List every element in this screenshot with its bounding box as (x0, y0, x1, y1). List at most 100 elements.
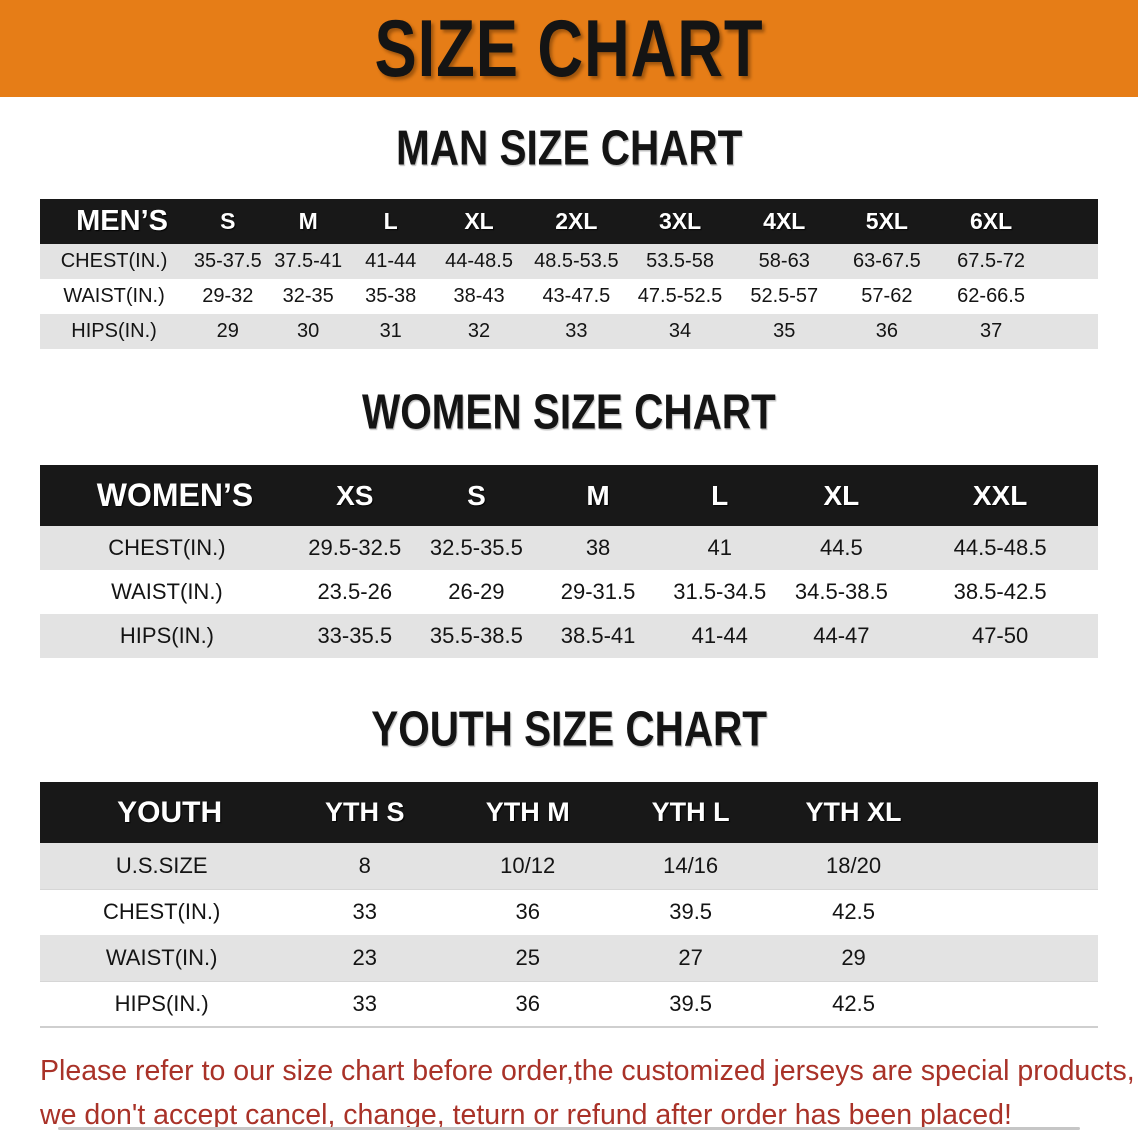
value-cell: 42.5 (772, 888, 936, 935)
banner-title: SIZE CHART (374, 3, 764, 94)
table-row: CHEST(IN.) 35-37.5 37.5-41 41-44 44-48.5… (40, 244, 1098, 279)
women-section-title: WOMEN SIZE CHART (362, 385, 776, 440)
table-row: CHEST(IN.) 29.5-32.5 32.5-35.5 38 41 44.… (40, 526, 1098, 570)
column-header-cell: XXL (972, 479, 1028, 511)
column-header-cell: 2XL (555, 208, 598, 234)
column-header-cell: S (467, 479, 486, 511)
value-cell: 32-35 (282, 285, 334, 307)
value-cell: 27 (678, 944, 703, 970)
column-header-cell: YTH M (485, 797, 570, 827)
bottom-divider (58, 1127, 1080, 1130)
row-label-cell: HIPS(IN.) (71, 320, 157, 342)
table-row: HIPS(IN.) 33 36 39.5 42.5 (40, 980, 1098, 1027)
row-spacer (935, 843, 1098, 889)
value-cell: 35-37.5 (193, 250, 262, 272)
row-spacer (1044, 244, 1098, 279)
value-cell: 23.5-26 (317, 579, 393, 604)
value-cell: 39.5 (609, 980, 773, 1027)
value-cell: 44-48.5 (445, 250, 513, 272)
table-row: WAIST(IN.) 29-32 32-35 35-38 38-43 43-47… (40, 279, 1098, 314)
value-cell: 41-44 (691, 623, 748, 648)
column-header-cell: 4XL (763, 208, 806, 234)
column-header-cell: M (586, 479, 610, 511)
value-cell: 29.5-32.5 (308, 535, 402, 560)
value-cell: 33 (283, 980, 447, 1027)
column-header-cell: YTH S (325, 797, 405, 827)
value-cell: 36 (446, 888, 610, 935)
note-line-2: we don't accept cancel, change, teturn o… (40, 1099, 1012, 1131)
value-cell: 38.5-42.5 (953, 579, 1047, 604)
value-cell: 44-47 (813, 623, 870, 648)
value-cell: 37 (979, 320, 1003, 342)
womens-size-table: WOMEN’S XS S M L XL XXL CHEST(IN.) 29.5-… (40, 465, 1098, 658)
table-row: WAIST(IN.) 23.5-26 26-29 29-31.5 31.5-34… (40, 570, 1098, 614)
value-cell: 62-66.5 (957, 285, 1025, 307)
value-cell: 8 (358, 852, 371, 878)
row-spacer (935, 935, 1098, 981)
header-spacer (1044, 199, 1098, 244)
value-cell: 29-31.5 (560, 579, 636, 604)
value-cell: 33 (565, 320, 588, 342)
value-cell: 32 (467, 320, 491, 342)
value-cell: 35 (773, 320, 796, 342)
table-row: WAIST(IN.) 23 25 27 29 (40, 935, 1098, 981)
value-cell: 35-38 (365, 285, 417, 307)
value-cell: 47.5-52.5 (637, 285, 723, 307)
value-cell: 38 (585, 535, 611, 560)
value-cell: 42.5 (772, 980, 936, 1027)
value-cell: 29 (841, 944, 866, 970)
table-row: U.S.SIZE 8 10/12 14/16 18/20 (40, 843, 1098, 889)
table-row: HIPS(IN.) 29 30 31 32 33 34 35 36 37 (40, 314, 1098, 349)
row-spacer (1044, 314, 1098, 349)
womens-group-label: WOMEN’S (96, 477, 254, 513)
value-cell: 63-67.5 (852, 250, 921, 272)
value-cell: 57-62 (861, 285, 913, 307)
row-label-cell: WAIST(IN.) (63, 285, 165, 307)
column-header-cell: YTH L (651, 797, 730, 827)
row-spacer (935, 980, 1098, 1027)
value-cell: 33-35.5 (317, 623, 393, 648)
value-cell: 38-43 (453, 285, 505, 307)
row-label-cell: CHEST(IN.) (60, 250, 168, 272)
column-header-cell: S (220, 208, 236, 234)
value-cell: 41-44 (365, 250, 417, 272)
value-cell: 44.5 (819, 535, 863, 560)
column-header-cell: L (711, 479, 729, 511)
column-header-cell: 3XL (658, 208, 702, 234)
column-header-cell: XL (464, 208, 494, 234)
value-cell: 31 (379, 320, 402, 342)
column-header-cell: L (383, 208, 398, 234)
value-cell: 33 (283, 888, 447, 935)
men-section-title: MAN SIZE CHART (395, 121, 743, 176)
womens-header-row: WOMEN’S XS S M L XL XXL (40, 465, 1098, 526)
row-label-cell: WAIST(IN.) (111, 579, 223, 604)
value-cell: 35.5-38.5 (429, 623, 523, 648)
value-cell: 53.5-58 (646, 250, 714, 272)
mens-header-row: MEN’S S M L XL 2XL 3XL 4XL 5XL 6XL (40, 199, 1098, 244)
table-row: CHEST(IN.) 33 36 39.5 42.5 (40, 888, 1098, 935)
column-header-cell: XL (823, 479, 860, 511)
value-cell: 34 (668, 320, 692, 342)
row-label-cell: WAIST(IN.) (105, 944, 218, 970)
youth-section-title: YOUTH SIZE CHART (371, 702, 767, 757)
value-cell: 37.5-41 (274, 250, 343, 272)
value-cell: 38.5-41 (560, 623, 636, 648)
row-label-cell: CHEST(IN.) (108, 535, 226, 560)
value-cell: 43-47.5 (542, 285, 611, 307)
row-label-cell: U.S.SIZE (115, 852, 208, 878)
value-cell: 36 (446, 980, 610, 1027)
mens-size-table: MEN’S S M L XL 2XL 3XL 4XL 5XL 6XL CHEST… (40, 199, 1098, 349)
youth-group-label: YOUTH (117, 795, 223, 829)
row-label-cell: HIPS(IN.) (119, 623, 215, 648)
note-line-1: Please refer to our size chart before or… (40, 1055, 1135, 1087)
mens-group-label: MEN’S (76, 205, 168, 237)
order-policy-note: Please refer to our size chart before or… (40, 1049, 1138, 1137)
column-header-cell: YTH XL (805, 797, 902, 827)
row-spacer (1044, 279, 1098, 314)
column-header-cell: M (298, 208, 318, 234)
column-header-cell: 5XL (865, 208, 908, 234)
table-row: HIPS(IN.) 33-35.5 35.5-38.5 38.5-41 41-4… (40, 614, 1098, 658)
row-label-cell: CHEST(IN.) (40, 888, 284, 935)
value-cell: 67.5-72 (957, 250, 1025, 272)
header-spacer (935, 782, 1098, 843)
